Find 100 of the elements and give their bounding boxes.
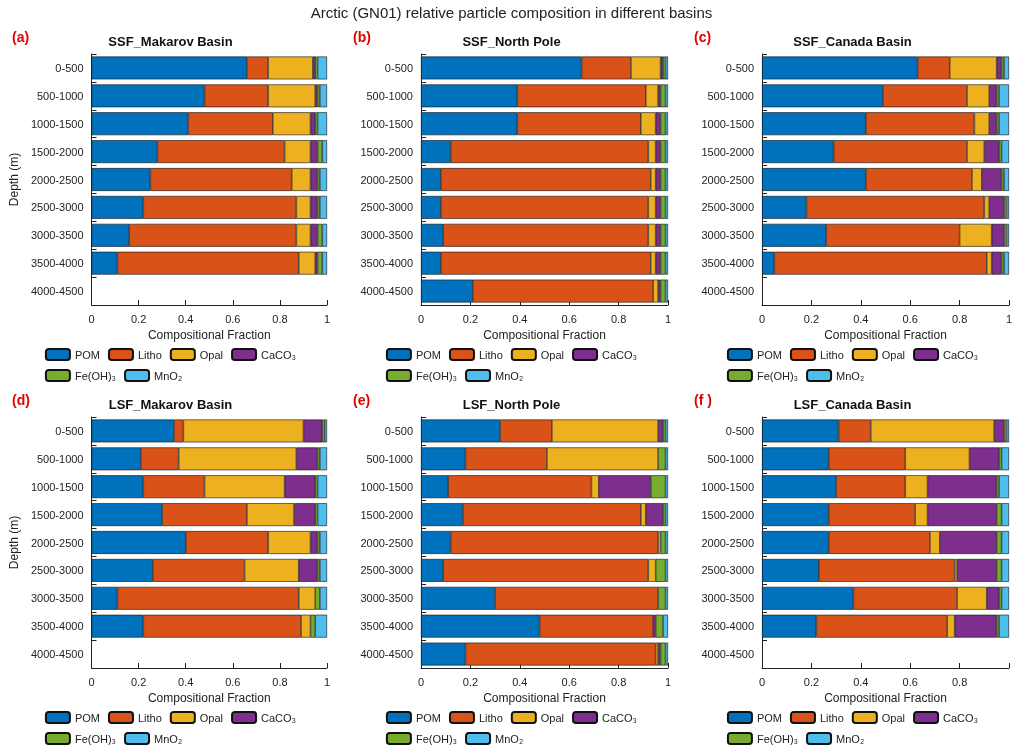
bar [319, 586, 327, 610]
bar [317, 251, 323, 275]
legend-label: Opal [881, 348, 906, 361]
y-tick-label: 2500-3000 [701, 201, 754, 214]
x-axis-title: Compositional Fraction [147, 690, 271, 705]
y-axis-title: Depth (m) [7, 152, 21, 207]
y-tick-label: 1500-2000 [360, 508, 413, 521]
y-tick-label: 3500-4000 [30, 257, 84, 270]
y-tick-label: 2500-3000 [360, 564, 413, 577]
bar [957, 558, 997, 582]
legend-label: Fe(OH)₃ [74, 732, 117, 745]
x-tick-label: 1 [664, 312, 672, 325]
x-tick-label: 0.2 [462, 675, 479, 688]
bar [660, 642, 666, 666]
bar [1001, 447, 1009, 471]
legend-label: CaCO₃ [602, 711, 638, 724]
bar [1004, 251, 1009, 275]
y-tick-label: 2000-2500 [360, 173, 413, 186]
legend-label: Fe(OH)₃ [756, 732, 799, 745]
y-tick-label: 2000-2500 [701, 173, 754, 186]
y-tick-label: 1500-2000 [701, 508, 754, 521]
y-tick-label: 1000-1500 [701, 117, 754, 130]
y-tick-label: 0-500 [725, 424, 754, 437]
x-tick-label: 0.6 [561, 675, 577, 688]
y-tick-label: 3000-3500 [30, 229, 84, 242]
x-tick-label: 1 [1005, 312, 1013, 325]
y-tick-label: 500-1000 [366, 89, 413, 102]
y-tick-label: 2000-2500 [30, 536, 84, 549]
x-tick-label: 0.4 [512, 312, 528, 325]
x-tick-label: 0.8 [951, 312, 968, 325]
y-tick-label: 0-500 [55, 61, 84, 74]
x-tick-label: 0.4 [853, 312, 869, 325]
x-axis-title: Compositional Fraction [824, 690, 947, 705]
bar [1001, 586, 1009, 610]
legend-label: MnO₂ [495, 732, 524, 745]
y-tick-label: 0-500 [384, 424, 413, 437]
y-tick-label: 3000-3500 [701, 229, 754, 242]
bar [660, 84, 666, 108]
x-tick-label: 0.6 [561, 312, 577, 325]
y-tick-label: 500-1000 [37, 452, 84, 465]
y-tick-label: 1500-2000 [701, 145, 754, 158]
y-tick-label: 1500-2000 [360, 145, 413, 158]
bar [999, 475, 1009, 499]
legend-label: POM [415, 348, 441, 361]
y-axis-title: Depth (m) [7, 515, 21, 570]
y-tick-label: 3500-4000 [360, 257, 413, 270]
bar [319, 195, 327, 219]
y-tick-label: 1000-1500 [30, 117, 84, 130]
x-tick-label: 0.2 [462, 312, 479, 325]
bar [317, 112, 327, 136]
x-tick-label: 0 [417, 675, 425, 688]
legend-label: POM [756, 711, 782, 724]
y-tick-label: 3500-4000 [30, 620, 84, 633]
legend-label: Opal [199, 711, 224, 724]
legend-label: Opal [199, 348, 224, 361]
x-tick-label: 0.6 [225, 312, 241, 325]
chart-title: LSF_North Pole [462, 397, 561, 412]
y-tick-label: 2500-3000 [701, 564, 754, 577]
y-tick-label: 3000-3500 [360, 592, 413, 605]
legend-label: Opal [540, 711, 565, 724]
legend-label: POM [756, 348, 782, 361]
y-tick-label: 4000-4500 [360, 285, 413, 298]
y-tick-label: 1000-1500 [701, 480, 754, 493]
bar [319, 168, 327, 191]
text: (d) [12, 392, 30, 408]
bar [1004, 56, 1009, 80]
x-tick-label: 0.2 [130, 675, 147, 688]
y-tick-label: 0-500 [55, 424, 84, 437]
y-tick-label: 3000-3500 [30, 592, 84, 605]
y-tick-label: 500-1000 [707, 452, 754, 465]
y-tick-label: 3500-4000 [360, 620, 413, 633]
x-tick-label: 0.2 [803, 312, 820, 325]
x-tick-label: 0 [758, 675, 766, 688]
y-tick-label: 500-1000 [707, 89, 754, 102]
legend-label: Opal [540, 348, 565, 361]
chart-title: SSF_North Pole [462, 34, 561, 49]
x-tick-label: 0.4 [178, 312, 194, 325]
text: Arctic (GN01) relative particle composition in different basins [310, 4, 713, 21]
bar [1001, 140, 1009, 164]
legend-label: Fe(OH)₃ [415, 732, 458, 745]
bar [319, 84, 327, 108]
y-tick-label: 3500-4000 [701, 257, 754, 270]
y-tick-label: 500-1000 [366, 452, 413, 465]
text: (f ) [694, 392, 712, 408]
x-tick-label: 0.8 [272, 312, 288, 325]
y-tick-label: 500-1000 [37, 89, 84, 102]
legend-label: POM [74, 348, 100, 361]
bar [317, 475, 327, 499]
legend-label: POM [74, 711, 100, 724]
x-tick-label: 1 [664, 675, 672, 688]
bar [319, 558, 327, 582]
legend-label: Opal [881, 711, 906, 724]
legend-label: CaCO₃ [261, 348, 297, 361]
x-tick-label: 0.4 [512, 675, 528, 688]
legend-label: Fe(OH)₃ [756, 369, 799, 382]
bar [999, 112, 1009, 136]
bar [999, 614, 1009, 638]
legend-label: CaCO₃ [261, 711, 297, 724]
x-tick-label: 0.2 [130, 312, 147, 325]
legend-label: CaCO₃ [943, 348, 979, 361]
